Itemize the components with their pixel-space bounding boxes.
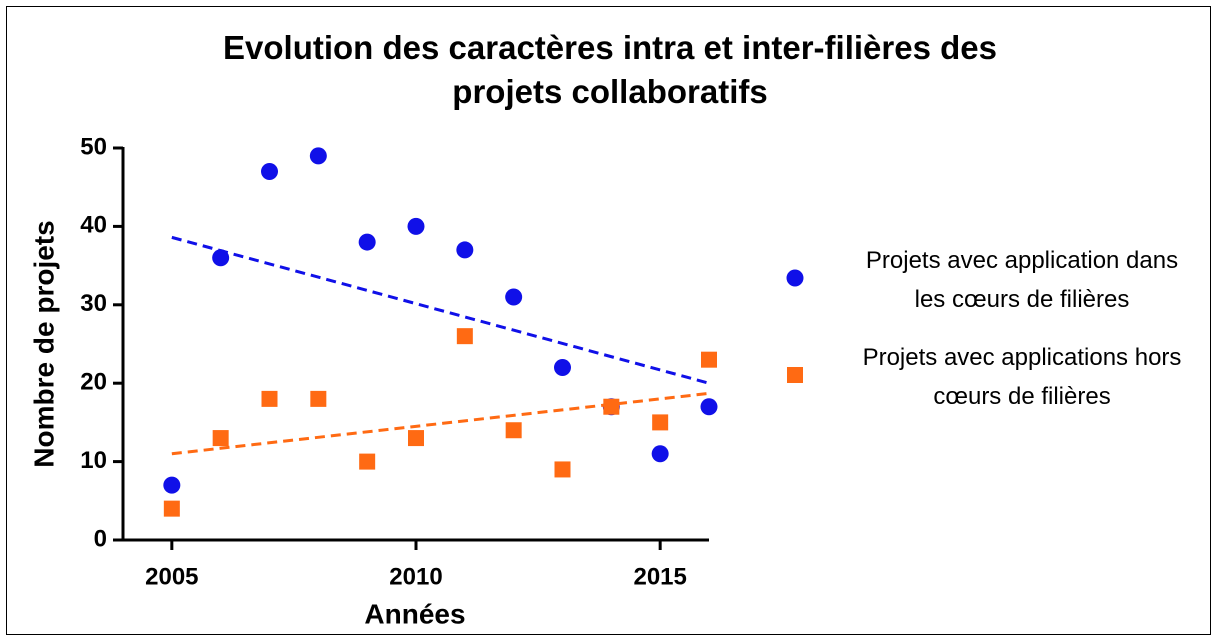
y-tick-label: 10 [80,447,107,474]
point [456,328,473,345]
x-tick-label: 2005 [145,563,198,590]
point [701,351,717,368]
legend-marker [786,269,804,287]
y-tick-label: 30 [80,290,107,317]
y-tick-label: 40 [80,212,107,239]
x-tick-label: 2010 [389,563,442,590]
point [505,288,523,306]
point [163,500,180,517]
legend-label: Projets avec applications hors cœurs de … [862,344,1182,410]
y-tick-label: 50 [80,133,107,160]
point [309,147,327,165]
chart-title: Evolution des caractères intra et inter-… [223,29,997,110]
point [603,398,620,415]
trend-line [171,235,710,385]
point [359,453,376,470]
point [310,390,327,407]
y-tick-label: 20 [80,369,107,396]
point [407,217,425,235]
point [408,430,424,447]
point [651,445,669,463]
trend-line [171,391,710,456]
point [554,461,571,478]
point [261,390,278,407]
point [700,398,718,416]
point [652,414,669,431]
legend-marker [787,367,803,383]
y-axis-label: Nombre de projets [28,220,59,467]
point [212,249,230,267]
y-tick-label: 0 [94,525,107,552]
x-axis-label: Années [364,598,465,629]
point [163,476,181,494]
point [358,233,376,251]
legend-label: Projets avec application dans les cœurs … [865,247,1179,313]
x-tick-label: 2015 [633,563,686,590]
point [505,422,522,439]
point [261,163,278,181]
point [554,359,571,377]
point [212,430,229,447]
frame [6,6,1211,635]
point [456,241,474,259]
